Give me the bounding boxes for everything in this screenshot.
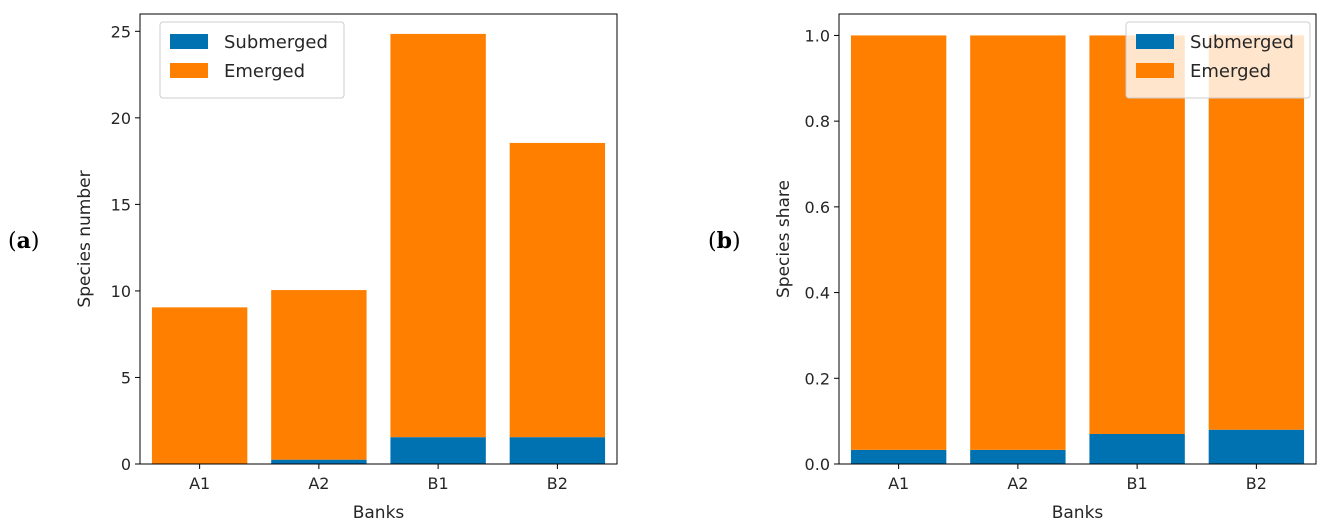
bar-submerged-b1: [390, 437, 486, 464]
chart-species-number: A1 A2 B1 B2 0 5 10 15 20 25 Banks Species number Sub…: [75, 13, 618, 523]
legend-swatch-emerged: [170, 63, 208, 78]
y-tick-label: 0: [121, 455, 131, 474]
bar-emerged-a2: [271, 290, 367, 460]
x-tick-label: A1: [888, 474, 909, 493]
x-tick-label: B2: [1246, 474, 1267, 493]
bar-submerged-a1: [850, 449, 947, 464]
bar-submerged-b2: [1208, 429, 1305, 464]
x-tick-label: A2: [1007, 474, 1028, 493]
legend-label-emerged: Emerged: [224, 61, 305, 82]
y-tick-label: 25: [111, 22, 131, 41]
y-axis-label: Species share: [774, 180, 794, 298]
bar-emerged-b1: [1089, 35, 1185, 435]
y-axis-label: Species number: [75, 170, 95, 307]
x-axis-label: Banks: [1052, 503, 1104, 523]
y-tick-label: 15: [111, 195, 131, 214]
panel-label-a: (a): [8, 228, 40, 254]
plot-frame: [838, 13, 1317, 465]
x-tick-label: A2: [308, 474, 329, 493]
y-tick-label: 1.0: [805, 26, 830, 45]
y-tick-label: 0.2: [805, 369, 830, 388]
legend-label-submerged: Submerged: [224, 32, 328, 53]
y-tick-label: 5: [121, 368, 131, 387]
x-tick-label: A1: [189, 474, 210, 493]
bar-submerged-a2: [271, 459, 367, 464]
y-tick-label: 10: [111, 282, 131, 301]
x-tick-label: B2: [547, 474, 568, 493]
y-tick-label: 0.0: [805, 455, 830, 474]
bar-emerged-b2: [509, 142, 606, 438]
chart-species-share: A1 A2 B1 B2 0.0 0.2 0.4 0.6 0.8 1.0 Banks Species s…: [774, 13, 1317, 523]
bar-emerged-a2: [970, 35, 1066, 450]
x-tick-label: B1: [428, 474, 449, 493]
legend-label-emerged: Emerged: [1190, 61, 1271, 82]
legend-swatch-emerged: [1136, 63, 1174, 78]
panel-letter-a: a: [16, 228, 31, 254]
legend-label-submerged: Submerged: [1190, 32, 1294, 53]
legend-swatch-submerged: [1136, 34, 1174, 49]
x-axis-label: Banks: [353, 503, 405, 523]
bar-submerged-a2: [970, 449, 1066, 464]
panel-letter-b: b: [716, 228, 732, 254]
bar-emerged-a1: [151, 307, 248, 464]
x-tick-label: B1: [1127, 474, 1148, 493]
y-tick-label: 20: [111, 109, 131, 128]
plot-frame: [139, 13, 618, 465]
y-tick-label: 0.8: [805, 112, 830, 131]
y-tick-label: 0.6: [805, 198, 830, 217]
y-tick-label: 0.4: [805, 284, 830, 303]
bar-emerged-b2: [1208, 35, 1305, 430]
bar-emerged-a1: [850, 35, 947, 450]
legend-swatch-submerged: [170, 34, 208, 49]
bar-submerged-b1: [1089, 434, 1185, 464]
panel-label-b: (b): [708, 228, 741, 254]
bar-emerged-b1: [390, 33, 486, 438]
bar-submerged-b2: [509, 437, 606, 464]
